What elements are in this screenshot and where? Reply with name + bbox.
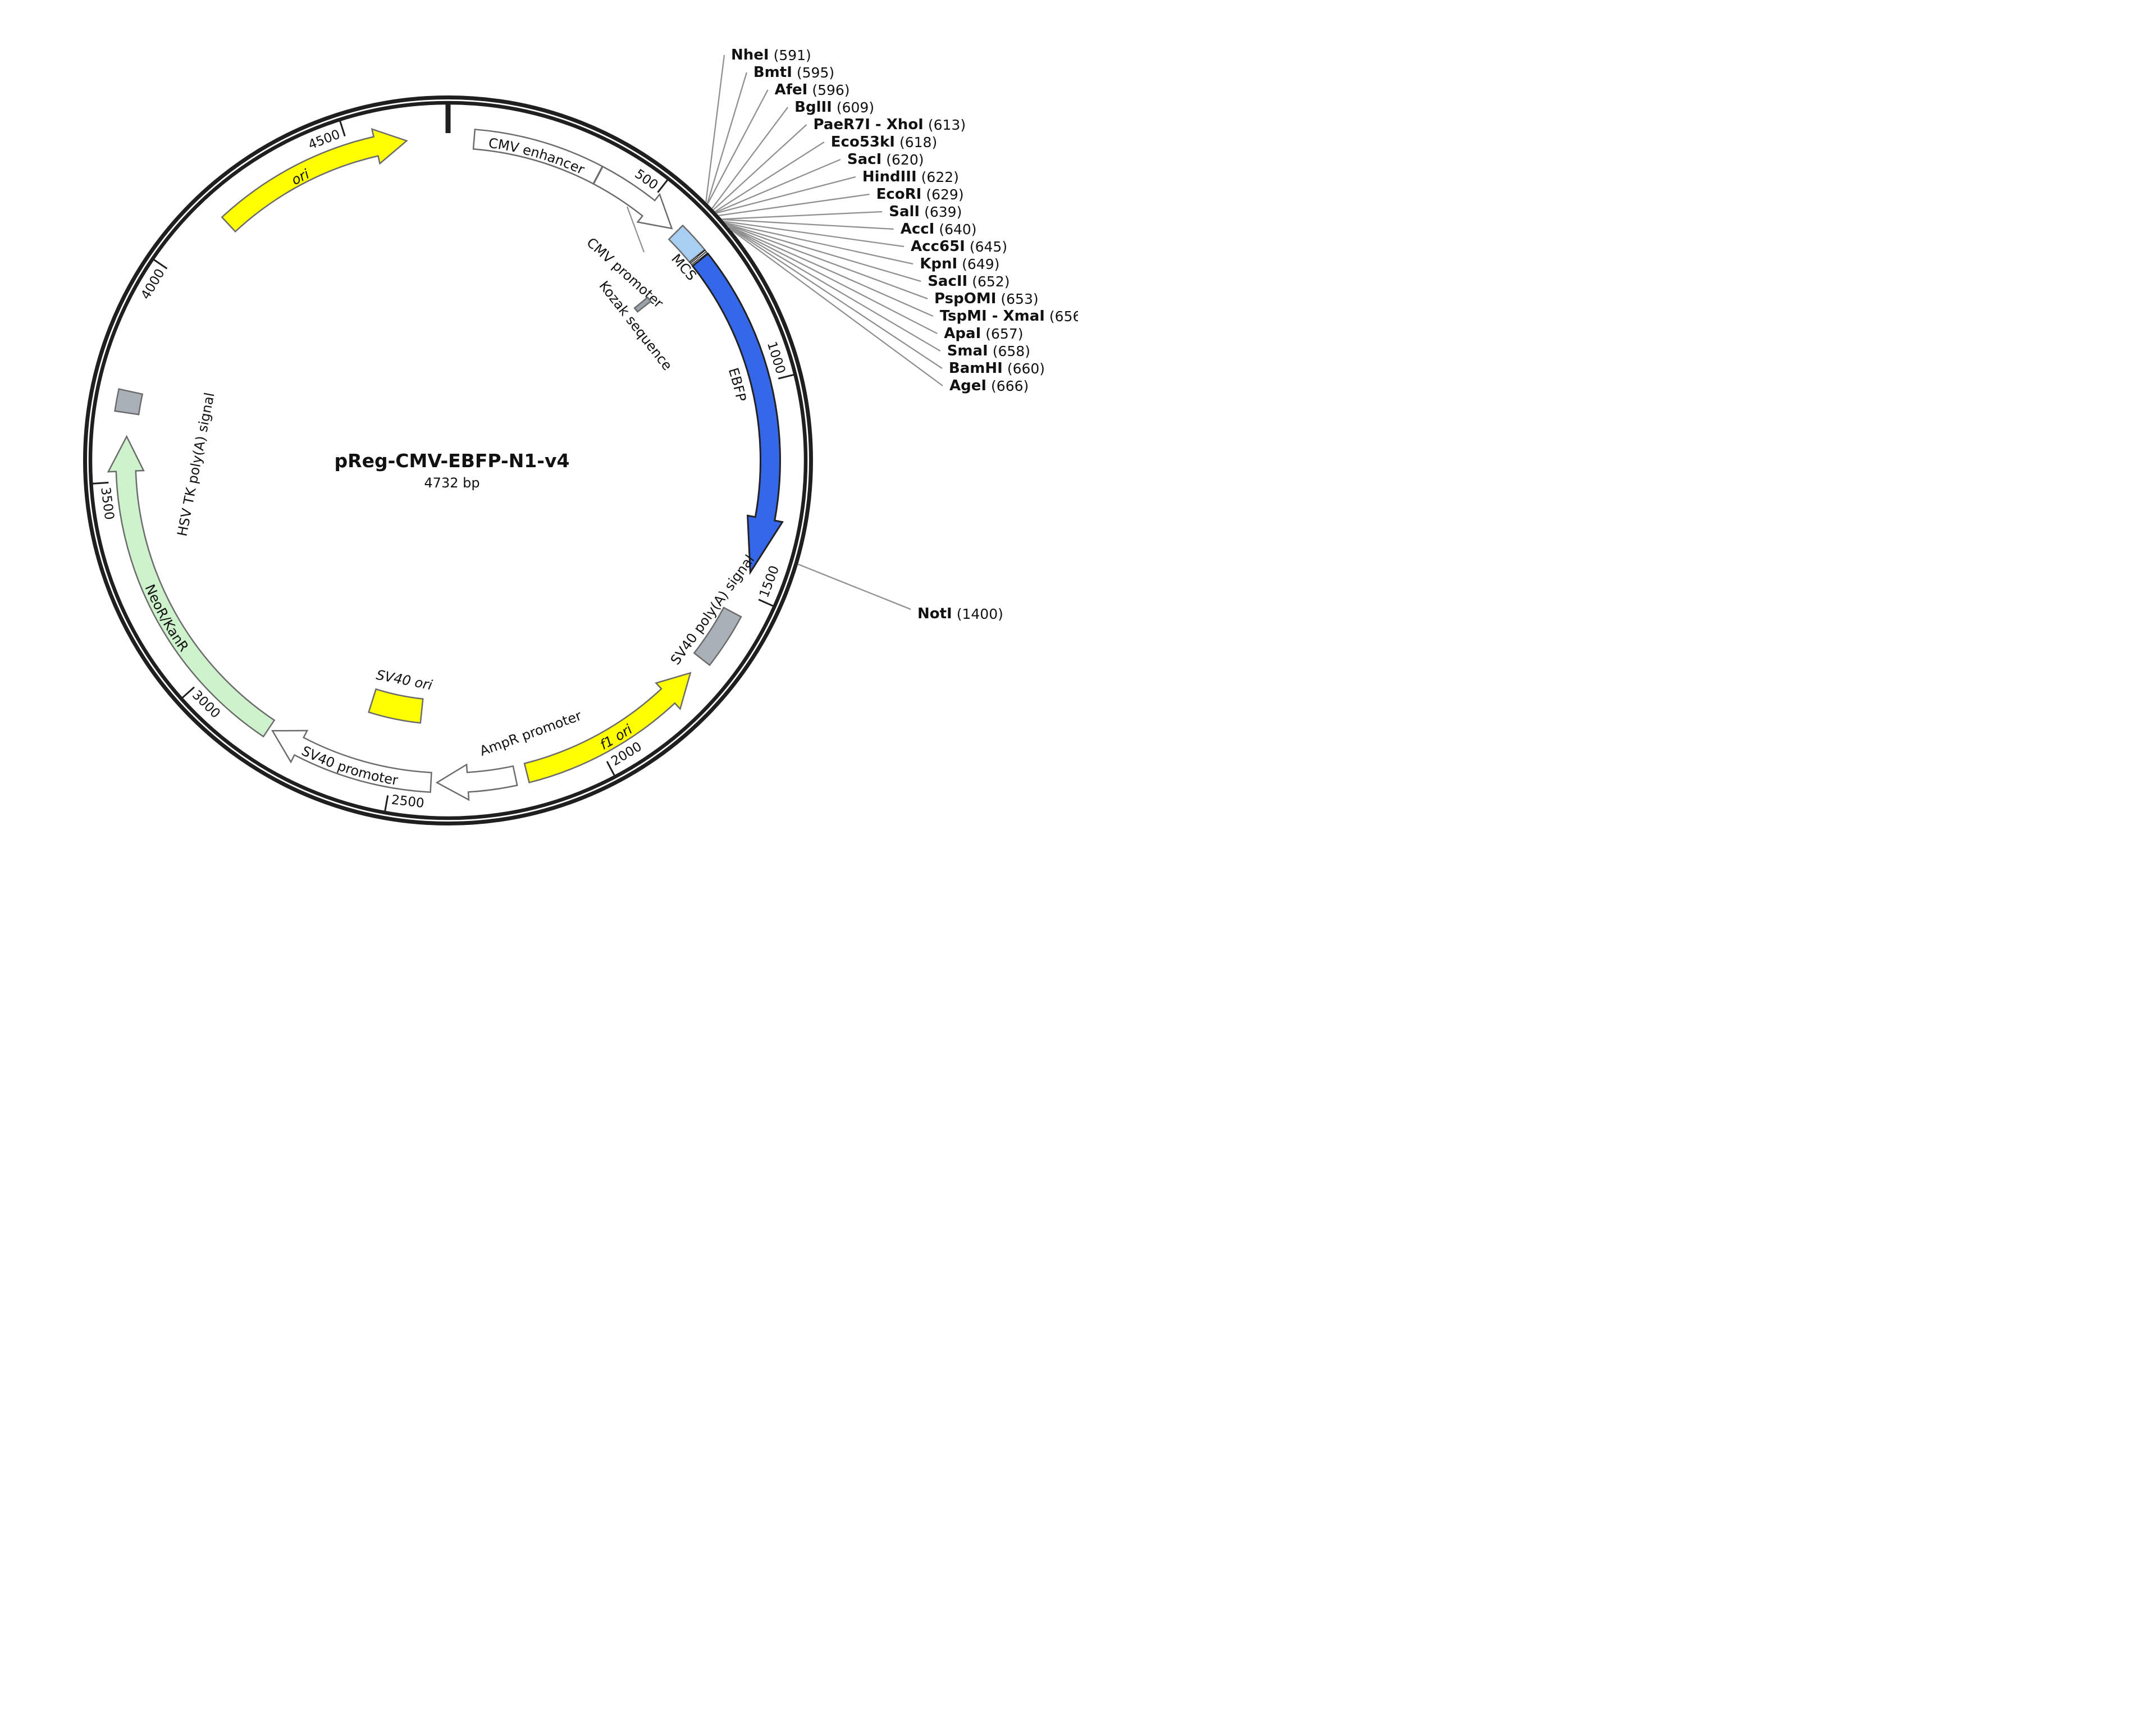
plasmid-title: pReg-CMV-EBFP-N1-v4 <box>335 450 570 472</box>
tick-1000 <box>778 374 794 380</box>
enzyme-label-pspomi[interactable]: PspOMI (653) <box>934 290 1039 307</box>
enzyme-label-acc65i[interactable]: Acc65I (645) <box>911 238 1007 255</box>
enzyme-label-apai[interactable]: ApaI (657) <box>944 325 1023 342</box>
enzyme-leader-saci <box>715 158 841 213</box>
enzyme-leader-afei <box>707 89 769 204</box>
feature-label-sv40-promoter[interactable]: SV40 promoter <box>299 743 399 788</box>
feature-hsv-tk-poly-a-signal[interactable] <box>114 388 144 416</box>
enzyme-leader-noti <box>797 563 911 610</box>
tick-4000 <box>153 259 168 270</box>
enzyme-leader-sali <box>721 211 883 220</box>
enzyme-leader-pspomi <box>726 223 928 300</box>
feature-label-ebfp[interactable]: EBFP <box>725 366 749 403</box>
enzyme-leader-paer7i-xhoi <box>712 124 807 211</box>
enzyme-label-paer7i-xhoi[interactable]: PaeR7I - XhoI (613) <box>814 116 966 133</box>
feature-sv40-ori[interactable] <box>368 688 424 724</box>
hatch-dash <box>697 250 706 257</box>
feature-ebfp[interactable] <box>691 252 784 576</box>
enzyme-label-eco53ki[interactable]: Eco53kI (618) <box>831 134 937 150</box>
tick-500 <box>657 179 668 193</box>
feature-neor-kanr[interactable] <box>107 435 276 738</box>
enzyme-leader-acc65i <box>723 221 905 248</box>
enzyme-leader-acci <box>722 218 894 230</box>
tick-label-3500: 3500 <box>98 486 116 521</box>
tick-2000 <box>606 761 615 776</box>
enzyme-leader-bamhi <box>728 226 943 369</box>
enzyme-leader-kpni <box>725 222 913 265</box>
enzyme-label-acci[interactable]: AccI (640) <box>901 221 977 238</box>
feature-label-neor-kanr[interactable]: NeoR/KanR <box>142 582 192 654</box>
enzyme-leader-sacii <box>725 223 921 282</box>
enzyme-leader-hindiii <box>716 176 856 214</box>
feature-sv40-promoter[interactable] <box>271 729 432 793</box>
tick-3000 <box>182 686 195 699</box>
tick-label-2500: 2500 <box>391 792 425 811</box>
enzyme-label-agei[interactable]: AgeI (666) <box>949 377 1029 394</box>
hatch-dash <box>691 258 700 265</box>
enzyme-label-saci[interactable]: SacI (620) <box>847 151 924 168</box>
enzyme-label-afei[interactable]: AfeI (596) <box>775 81 850 98</box>
enzyme-leader-apai <box>727 225 938 335</box>
feature-label-sv40-ori[interactable]: SV40 ori <box>375 667 434 694</box>
enzyme-label-hindiii[interactable]: HindIII (622) <box>862 168 959 185</box>
backbone-outer-ring <box>83 95 813 825</box>
label-leader-cmv-promoter <box>626 206 645 253</box>
tick-3500 <box>93 481 109 485</box>
enzyme-leader-bglii <box>711 107 789 209</box>
enzyme-label-noti[interactable]: NotI (1400) <box>917 605 1003 622</box>
enzyme-leader-smai <box>727 225 941 352</box>
enzyme-leader-agei <box>730 229 943 386</box>
enzyme-leader-bmti <box>706 72 747 204</box>
enzyme-label-smai[interactable]: SmaI (658) <box>947 343 1030 359</box>
hatch-dash <box>698 251 707 258</box>
enzyme-label-kpni[interactable]: KpnI (649) <box>920 256 999 272</box>
plasmid-size-label: 4732 bp <box>424 475 479 491</box>
enzyme-label-sacii[interactable]: SacII (652) <box>928 273 1010 290</box>
enzyme-leader-tspmi-xmai <box>727 225 934 317</box>
plasmid-map-figure: 500 1000 1500 2000 2500 3000 3500 4000 4500 CMV e… <box>0 0 1078 865</box>
tick-1500 <box>758 599 774 607</box>
feature-label-hsv-tk-poly-a-signal[interactable]: HSV TK poly(A) signal <box>174 391 217 537</box>
feature-cmv-promoter[interactable] <box>592 165 673 230</box>
enzyme-label-bamhi[interactable]: BamHI (660) <box>949 360 1045 377</box>
enzyme-label-bmti[interactable]: BmtI (595) <box>753 64 834 81</box>
feature-f1-ori[interactable] <box>523 672 692 784</box>
enzyme-leader-nhei <box>705 54 725 203</box>
hatch-dash <box>690 257 698 264</box>
feature-ampr-promoter[interactable] <box>435 763 518 801</box>
enzyme-label-ecori[interactable]: EcoRI (629) <box>876 186 964 203</box>
feature-ori[interactable] <box>221 127 408 233</box>
enzyme-label-nhei[interactable]: NheI (591) <box>731 47 811 63</box>
enzyme-leader-eco53ki <box>714 142 825 212</box>
enzyme-leader-ecori <box>718 193 870 216</box>
tick-2500 <box>384 795 389 811</box>
enzyme-label-bglii[interactable]: BglII (609) <box>794 99 874 116</box>
enzyme-label-tspmi-xmai[interactable]: TspMI - XmaI(656) <box>940 308 1078 325</box>
feature-sv40-poly-a-signal[interactable] <box>693 606 742 667</box>
feature-kozak-sequence[interactable] <box>633 296 652 313</box>
tick-4500 <box>339 121 346 136</box>
enzyme-label-sali[interactable]: SalI (639) <box>889 203 962 220</box>
